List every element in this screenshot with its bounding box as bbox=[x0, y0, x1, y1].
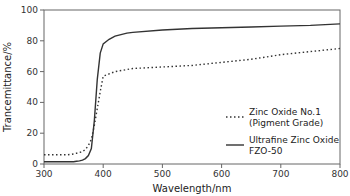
x-tick bbox=[103, 164, 104, 168]
x-tick bbox=[162, 164, 163, 168]
x-axis-label: Wavelength/nm bbox=[153, 183, 232, 194]
x-tick-label: 500 bbox=[154, 169, 171, 179]
y-tick-label: 40 bbox=[27, 97, 39, 107]
x-tick-label: 300 bbox=[35, 169, 52, 179]
y-tick bbox=[40, 102, 44, 103]
series-line bbox=[44, 49, 340, 155]
x-tick-label: 400 bbox=[95, 169, 112, 179]
y-tick-label: 60 bbox=[27, 67, 39, 77]
y-axis-label: Trancemittance/% bbox=[2, 42, 13, 133]
x-tick bbox=[340, 164, 341, 168]
plot-frame bbox=[44, 10, 340, 164]
y-tick bbox=[40, 40, 44, 41]
legend-label: Ultrafine Zinc OxideFZO-50 bbox=[249, 135, 339, 156]
legend-label: Zinc Oxide No.1(Pigment Grade) bbox=[249, 107, 323, 128]
x-tick bbox=[221, 164, 222, 168]
y-tick-label: 0 bbox=[32, 159, 38, 169]
plot-area bbox=[44, 24, 340, 162]
legend-swatch bbox=[226, 144, 244, 145]
y-tick bbox=[40, 10, 44, 11]
x-tick bbox=[44, 164, 45, 168]
y-tick-label: 20 bbox=[27, 128, 39, 138]
series-line bbox=[44, 24, 340, 162]
x-tick-label: 700 bbox=[272, 169, 289, 179]
y-tick bbox=[40, 71, 44, 72]
x-tick bbox=[280, 164, 281, 168]
y-tick bbox=[40, 164, 44, 165]
x-tick-label: 800 bbox=[331, 169, 348, 179]
chart: 300 400 500 600 700 800 0 20 40 60 80 100 Wavelength… bbox=[0, 0, 350, 196]
legend-swatch bbox=[226, 116, 244, 117]
legend: Zinc Oxide No.1(Pigment Grade) Ultrafine … bbox=[226, 107, 339, 156]
y-tick-label: 100 bbox=[21, 5, 38, 15]
y-tick-label: 80 bbox=[27, 36, 39, 46]
x-tick-label: 600 bbox=[213, 169, 230, 179]
y-tick bbox=[40, 133, 44, 134]
